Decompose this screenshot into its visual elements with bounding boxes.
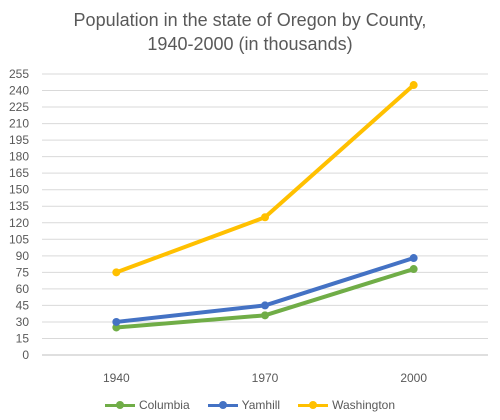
legend-item-washington: Washington [298, 398, 395, 412]
chart-title-line-1: Population in the state of Oregon by Cou… [73, 10, 427, 30]
chart-title: Population in the state of Oregon by Cou… [0, 8, 500, 56]
legend-swatch [298, 399, 329, 411]
y-tick-label: 30 [16, 315, 30, 329]
legend-item-yamhill: Yamhill [207, 398, 281, 412]
data-point-yamhill [409, 254, 418, 263]
legend: Columbia Yamhill Washington [0, 398, 500, 412]
data-point-columbia [409, 265, 418, 274]
x-tick-label: 2000 [400, 371, 427, 385]
data-point-washington [261, 213, 269, 222]
y-tick-label: 225 [9, 100, 29, 114]
y-tick-label: 165 [9, 166, 29, 180]
series-points [112, 81, 418, 332]
y-tick-label: 210 [9, 117, 29, 131]
chart-title-line-2: 1940-2000 (in thousands) [147, 34, 353, 54]
legend-item-columbia: Columbia [104, 398, 190, 412]
legend-label: Yamhill [241, 398, 281, 412]
y-tick-label: 105 [9, 232, 29, 246]
y-tick-label: 45 [16, 298, 30, 312]
x-tick-label: 1940 [103, 371, 130, 385]
y-tick-label: 0 [22, 348, 29, 362]
y-axis-tick-labels: 0 15 30 45 60 75 90 105 120 135 150 165 180 195 210 225… [9, 67, 29, 362]
y-tick-label: 75 [16, 265, 30, 279]
y-tick-label: 15 [16, 331, 30, 345]
legend-swatch [104, 399, 135, 411]
legend-swatch [207, 399, 238, 411]
y-tick-label: 195 [9, 133, 29, 147]
legend-label: Washington [332, 398, 396, 412]
y-tick-label: 150 [9, 183, 29, 197]
y-tick-label: 90 [16, 249, 30, 263]
y-tick-label: 135 [9, 199, 29, 213]
y-tick-label: 180 [9, 150, 29, 164]
data-point-washington [112, 268, 121, 277]
y-tick-label: 240 [9, 84, 29, 98]
y-tick-label: 60 [16, 282, 30, 296]
x-tick-label: 1970 [252, 371, 279, 385]
x-axis-tick-labels: 1940 1970 2000 [103, 371, 427, 385]
series-line-washington [114, 83, 416, 275]
y-tick-label: 120 [9, 216, 29, 230]
data-point-columbia [261, 311, 269, 320]
data-point-yamhill [261, 301, 269, 310]
data-point-washington [409, 81, 418, 90]
legend-label: Columbia [138, 398, 190, 412]
data-point-columbia [112, 323, 121, 332]
y-tick-label: 255 [9, 67, 29, 81]
data-point-yamhill [112, 317, 121, 326]
